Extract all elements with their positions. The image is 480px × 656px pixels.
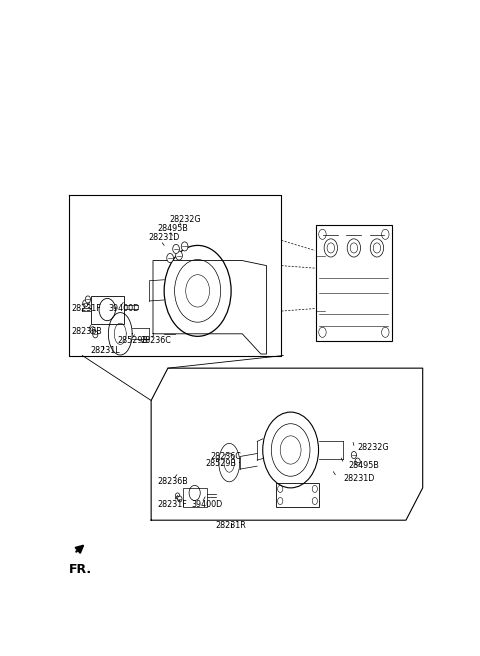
Circle shape [85, 296, 91, 303]
Text: 28236C: 28236C [140, 336, 171, 345]
Text: 28495B: 28495B [157, 224, 188, 234]
Text: 28231L: 28231L [91, 346, 120, 355]
Circle shape [351, 451, 357, 459]
Text: 28529B: 28529B [205, 459, 236, 468]
Text: 28232G: 28232G [358, 443, 389, 452]
Text: 28232G: 28232G [170, 215, 202, 224]
Circle shape [355, 458, 360, 465]
Text: 28231D: 28231D [148, 234, 180, 242]
Text: 28236C: 28236C [211, 452, 241, 461]
Text: 28231D: 28231D [344, 474, 375, 483]
Text: 39400D: 39400D [191, 500, 222, 509]
Text: 28231F: 28231F [71, 304, 101, 313]
Circle shape [83, 300, 88, 307]
Circle shape [93, 331, 98, 338]
Circle shape [181, 242, 188, 251]
Text: 28231R: 28231R [216, 521, 247, 530]
Bar [276, 483, 319, 507]
Circle shape [176, 251, 182, 260]
Circle shape [167, 253, 173, 262]
Text: 28236B: 28236B [157, 477, 188, 486]
Text: FR.: FR. [69, 563, 93, 575]
Bar [316, 225, 392, 341]
Text: 28495B: 28495B [348, 461, 379, 470]
Text: 28529B: 28529B [118, 336, 149, 345]
Text: 28236B: 28236B [71, 327, 102, 336]
Circle shape [178, 496, 182, 502]
Circle shape [90, 327, 96, 334]
Bar [183, 488, 207, 507]
Bar [91, 296, 124, 323]
Text: 28231F: 28231F [157, 500, 187, 509]
Text: 39400D: 39400D [108, 304, 140, 313]
Circle shape [175, 493, 180, 499]
Circle shape [173, 245, 180, 253]
